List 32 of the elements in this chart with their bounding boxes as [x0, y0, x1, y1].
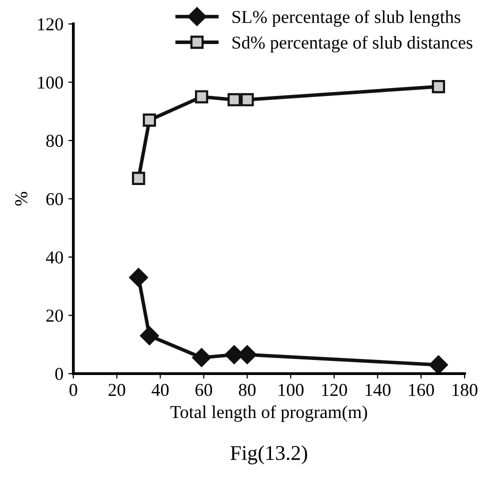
- x-tick-label: 160: [409, 384, 434, 396]
- y-tick-label: 20: [46, 310, 63, 322]
- y-tick-label: 60: [46, 193, 63, 206]
- x-tick-label: 100: [278, 384, 304, 396]
- x-tick-label: 80: [238, 384, 256, 396]
- point: [192, 348, 212, 368]
- x-tick-label: 40: [152, 384, 169, 396]
- x-tick-label: 140: [366, 384, 390, 396]
- x-tick-label: 0: [70, 384, 78, 396]
- point: [140, 326, 159, 346]
- point: [240, 93, 254, 106]
- y-tick-label: 40: [46, 251, 63, 264]
- point: [432, 80, 446, 94]
- text: Fig(13.2): [230, 445, 308, 464]
- x-tick-label: 20: [108, 384, 126, 396]
- legend-label: SL% percentage of slub lengths: [232, 10, 460, 27]
- point: [228, 93, 241, 106]
- x-tick-label: 120: [322, 384, 348, 396]
- point: [129, 268, 148, 287]
- y-tick-label: 100: [38, 76, 63, 89]
- point: [428, 355, 448, 374]
- point: [142, 114, 156, 127]
- y-tick-label: 80: [46, 134, 63, 147]
- x-tick-label: 180: [452, 384, 478, 396]
- legend-label: Sd% percentage of slub distances: [232, 36, 472, 52]
- point: [194, 90, 208, 104]
- point: [132, 172, 146, 185]
- y-tick-label: 0: [55, 368, 63, 380]
- x-tick-label: 60: [196, 384, 212, 396]
- x-axis-title: Total length of program(m): [170, 405, 368, 422]
- y-tick-label: 120: [38, 18, 63, 30]
- y-axis-title: %: [15, 192, 28, 206]
